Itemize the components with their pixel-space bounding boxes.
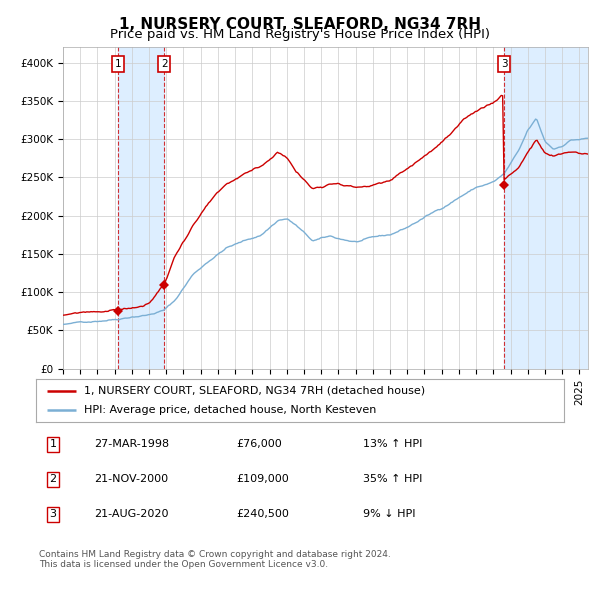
Text: 3: 3 [501, 59, 508, 69]
Text: £240,500: £240,500 [236, 509, 290, 519]
Text: 3: 3 [49, 509, 56, 519]
Text: Price paid vs. HM Land Registry's House Price Index (HPI): Price paid vs. HM Land Registry's House … [110, 28, 490, 41]
Bar [504, 47, 600, 369]
Text: Contains HM Land Registry data © Crown copyright and database right 2024.
This d: Contains HM Land Registry data © Crown c… [39, 550, 391, 569]
Text: £76,000: £76,000 [236, 440, 283, 450]
Text: 1, NURSERY COURT, SLEAFORD, NG34 7RH (detached house): 1, NURSERY COURT, SLEAFORD, NG34 7RH (de… [83, 386, 425, 396]
Text: 27-MAR-1998: 27-MAR-1998 [94, 440, 169, 450]
Text: HPI: Average price, detached house, North Kesteven: HPI: Average price, detached house, Nort… [83, 405, 376, 415]
Text: 9% ↓ HPI: 9% ↓ HPI [364, 509, 416, 519]
Text: 13% ↑ HPI: 13% ↑ HPI [364, 440, 423, 450]
Text: 2: 2 [49, 474, 56, 484]
Text: 21-NOV-2000: 21-NOV-2000 [94, 474, 168, 484]
Text: 1: 1 [115, 59, 122, 69]
Bar [118, 47, 164, 369]
Text: £109,000: £109,000 [236, 474, 289, 484]
Text: 35% ↑ HPI: 35% ↑ HPI [364, 474, 423, 484]
Text: 2: 2 [161, 59, 167, 69]
Text: 1: 1 [49, 440, 56, 450]
Text: 1, NURSERY COURT, SLEAFORD, NG34 7RH: 1, NURSERY COURT, SLEAFORD, NG34 7RH [119, 17, 481, 31]
Text: 21-AUG-2020: 21-AUG-2020 [94, 509, 169, 519]
